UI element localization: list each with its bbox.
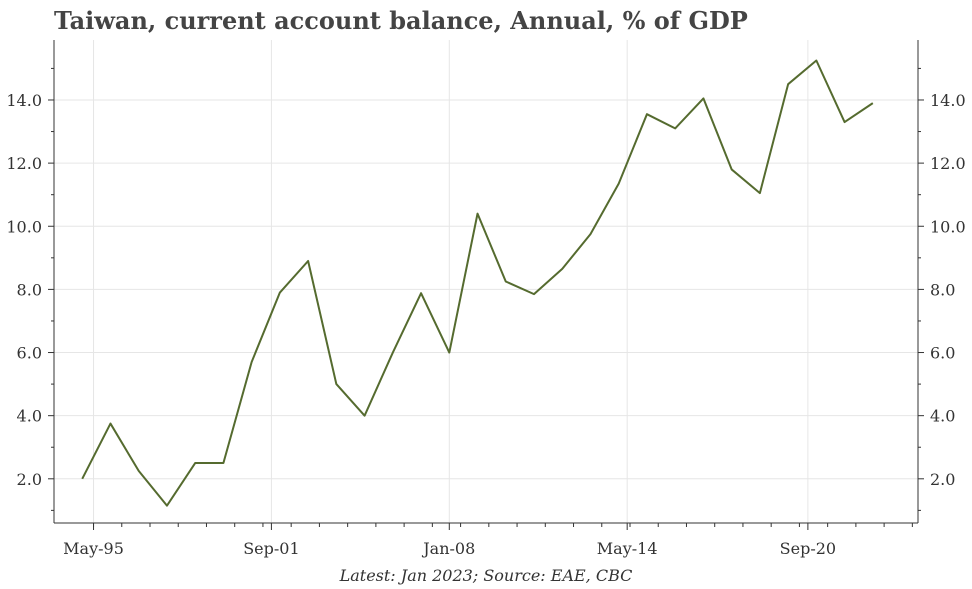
data-point xyxy=(109,423,111,425)
x-tick-label: Sep-20 xyxy=(780,539,836,558)
data-point xyxy=(166,505,168,507)
data-point xyxy=(618,183,620,185)
data-point xyxy=(505,281,507,283)
y-tick-label-left: 4.0 xyxy=(17,407,42,426)
data-point xyxy=(307,260,309,262)
axes-layer xyxy=(48,40,924,530)
y-tick-label-right: 4.0 xyxy=(930,407,955,426)
y-tick-label-left: 14.0 xyxy=(6,91,42,110)
y-tick-label-left: 2.0 xyxy=(17,470,42,489)
data-point xyxy=(731,168,733,170)
data-point xyxy=(674,127,676,129)
data-point xyxy=(646,113,648,115)
x-tick-label: May-95 xyxy=(63,539,124,558)
data-point xyxy=(448,352,450,354)
chart-title: Taiwan, current account balance, Annual,… xyxy=(54,6,748,35)
data-point xyxy=(392,352,394,354)
data-point xyxy=(702,97,704,99)
data-point xyxy=(759,192,761,194)
y-tick-label-right: 6.0 xyxy=(930,344,955,363)
data-point xyxy=(335,383,337,385)
data-point xyxy=(420,292,422,294)
y-tick-label-right: 10.0 xyxy=(930,217,966,236)
data-point xyxy=(81,478,83,480)
y-tick-label-right: 8.0 xyxy=(930,280,955,299)
y-tick-label-left: 12.0 xyxy=(6,154,42,173)
x-tick-label: Jan-08 xyxy=(421,539,475,558)
data-point xyxy=(787,83,789,85)
data-point xyxy=(279,292,281,294)
data-point xyxy=(364,415,366,417)
y-tick-label-left: 10.0 xyxy=(6,217,42,236)
series-layer xyxy=(81,59,874,507)
x-tick-label: May-14 xyxy=(597,539,658,558)
y-tick-label-right: 14.0 xyxy=(930,91,966,110)
data-point xyxy=(222,462,224,464)
y-tick-label-left: 8.0 xyxy=(17,280,42,299)
labels-layer: 2.0 2.0 4.0 4.0 6.0 6.0 8.0 8.0 10.0 10.0 12.0 12.0… xyxy=(6,91,965,558)
data-point xyxy=(533,293,535,295)
source-note: Latest: Jan 2023; Source: EAE, CBC xyxy=(339,566,633,585)
series-line xyxy=(81,59,874,507)
data-point xyxy=(194,462,196,464)
data-point xyxy=(872,102,874,104)
y-tick-label-right: 2.0 xyxy=(930,470,955,489)
grid-layer xyxy=(54,40,918,523)
data-point xyxy=(477,213,479,215)
y-tick-label-right: 12.0 xyxy=(930,154,966,173)
data-point xyxy=(561,268,563,270)
data-point xyxy=(589,233,591,235)
data-point xyxy=(251,361,253,363)
data-point xyxy=(844,121,846,123)
data-point xyxy=(815,60,817,62)
y-tick-label-left: 6.0 xyxy=(17,344,42,363)
data-point xyxy=(138,470,140,472)
x-tick-label: Sep-01 xyxy=(243,539,299,558)
